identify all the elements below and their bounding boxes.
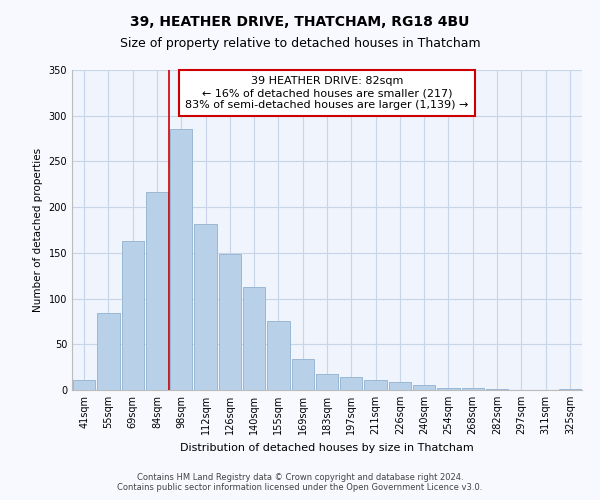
Text: 39 HEATHER DRIVE: 82sqm
← 16% of detached houses are smaller (217)
83% of semi-d: 39 HEATHER DRIVE: 82sqm ← 16% of detache… xyxy=(185,76,469,110)
Bar xyxy=(413,386,436,390)
Text: Contains HM Land Registry data © Crown copyright and database right 2024.
Contai: Contains HM Land Registry data © Crown c… xyxy=(118,473,482,492)
Bar xyxy=(243,286,265,390)
Text: Size of property relative to detached houses in Thatcham: Size of property relative to detached ho… xyxy=(119,38,481,51)
Bar xyxy=(316,374,338,390)
Bar xyxy=(340,377,362,390)
Bar xyxy=(218,254,241,390)
Bar xyxy=(461,388,484,390)
Bar xyxy=(292,359,314,390)
Bar xyxy=(122,241,144,390)
X-axis label: Distribution of detached houses by size in Thatcham: Distribution of detached houses by size … xyxy=(180,442,474,452)
Bar xyxy=(170,128,193,390)
Y-axis label: Number of detached properties: Number of detached properties xyxy=(33,148,43,312)
Bar xyxy=(97,313,119,390)
Text: 39, HEATHER DRIVE, THATCHAM, RG18 4BU: 39, HEATHER DRIVE, THATCHAM, RG18 4BU xyxy=(130,15,470,29)
Bar xyxy=(364,380,387,390)
Bar xyxy=(486,389,508,390)
Bar xyxy=(146,192,168,390)
Bar xyxy=(559,389,581,390)
Bar xyxy=(267,322,290,390)
Bar xyxy=(389,382,411,390)
Bar xyxy=(73,380,95,390)
Bar xyxy=(437,388,460,390)
Bar xyxy=(194,224,217,390)
